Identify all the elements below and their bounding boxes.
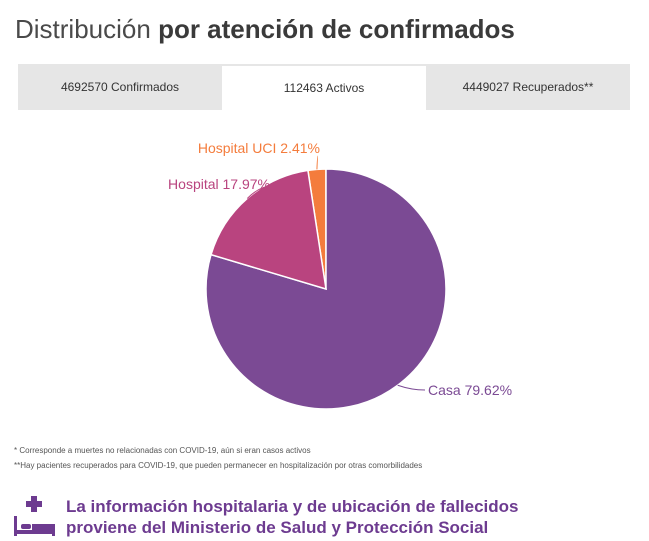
hospital-bed-icon [14, 496, 55, 536]
title-bold: por atención de confirmados [158, 14, 515, 44]
pie-slice-label: Casa 79.62% [428, 382, 512, 398]
pie-label-leader [316, 155, 319, 170]
pie-label-leader [246, 185, 273, 199]
pie-slice [205, 168, 447, 410]
tab-confirmados[interactable]: 4692570 Confirmados [60, 80, 180, 94]
footnote-1: * Corresponde a muertes no relacionadas … [14, 446, 311, 455]
title-light: Distribución [15, 14, 151, 44]
tab-activos[interactable]: 112463 Activos [222, 64, 426, 110]
footnotes: * Corresponde a muertes no relacionadas … [14, 443, 422, 473]
pie-chart: Casa 79.62% Hospital 17.97% Hospital UCI 2… [168, 140, 512, 410]
tab-bar: 4692570 Confirmados 112463 Activos 44490… [18, 64, 630, 110]
pie-slice [210, 169, 327, 291]
info-banner: La información hospitalaria y de ubicaci… [12, 496, 642, 538]
pie-label-leader [397, 384, 426, 391]
banner-line-2: proviene del Ministerio de Salud y Prote… [66, 518, 489, 537]
pie-slice-label: Hospital 17.97% [168, 176, 270, 192]
footnote-2: **Hay pacientes recuperados para COVID-1… [14, 461, 423, 470]
page-title: Distribución por atención de confirmados [15, 14, 515, 45]
banner-text: La información hospitalaria y de ubicaci… [66, 496, 519, 538]
banner-line-1: La información hospitalaria y de ubicaci… [66, 497, 519, 516]
pie-slice-label: Hospital UCI 2.41% [198, 140, 320, 156]
tab-recuperados[interactable]: 4449027 Recuperados** [462, 80, 594, 94]
